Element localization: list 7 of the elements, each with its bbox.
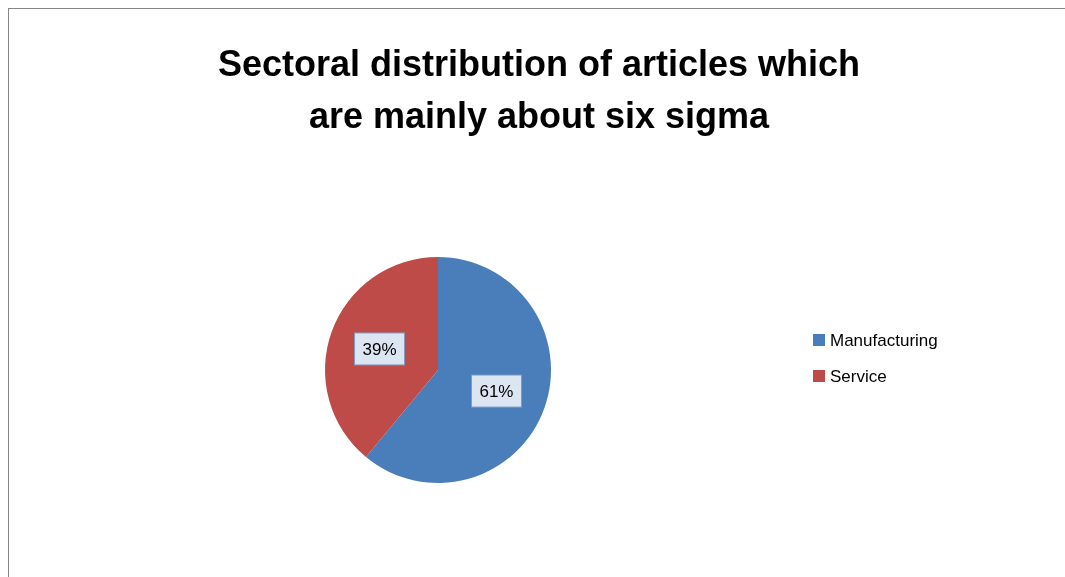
chart-title: Sectoral distribution of articles which are mainly about six sigma [217, 43, 861, 136]
pie-slice [325, 257, 438, 458]
pie-slice [365, 257, 551, 483]
legend-label: Service [830, 367, 887, 386]
data-label: 61% [479, 382, 514, 402]
data-label: 39% [362, 339, 397, 359]
legend-label: Manufacturing [830, 331, 938, 350]
